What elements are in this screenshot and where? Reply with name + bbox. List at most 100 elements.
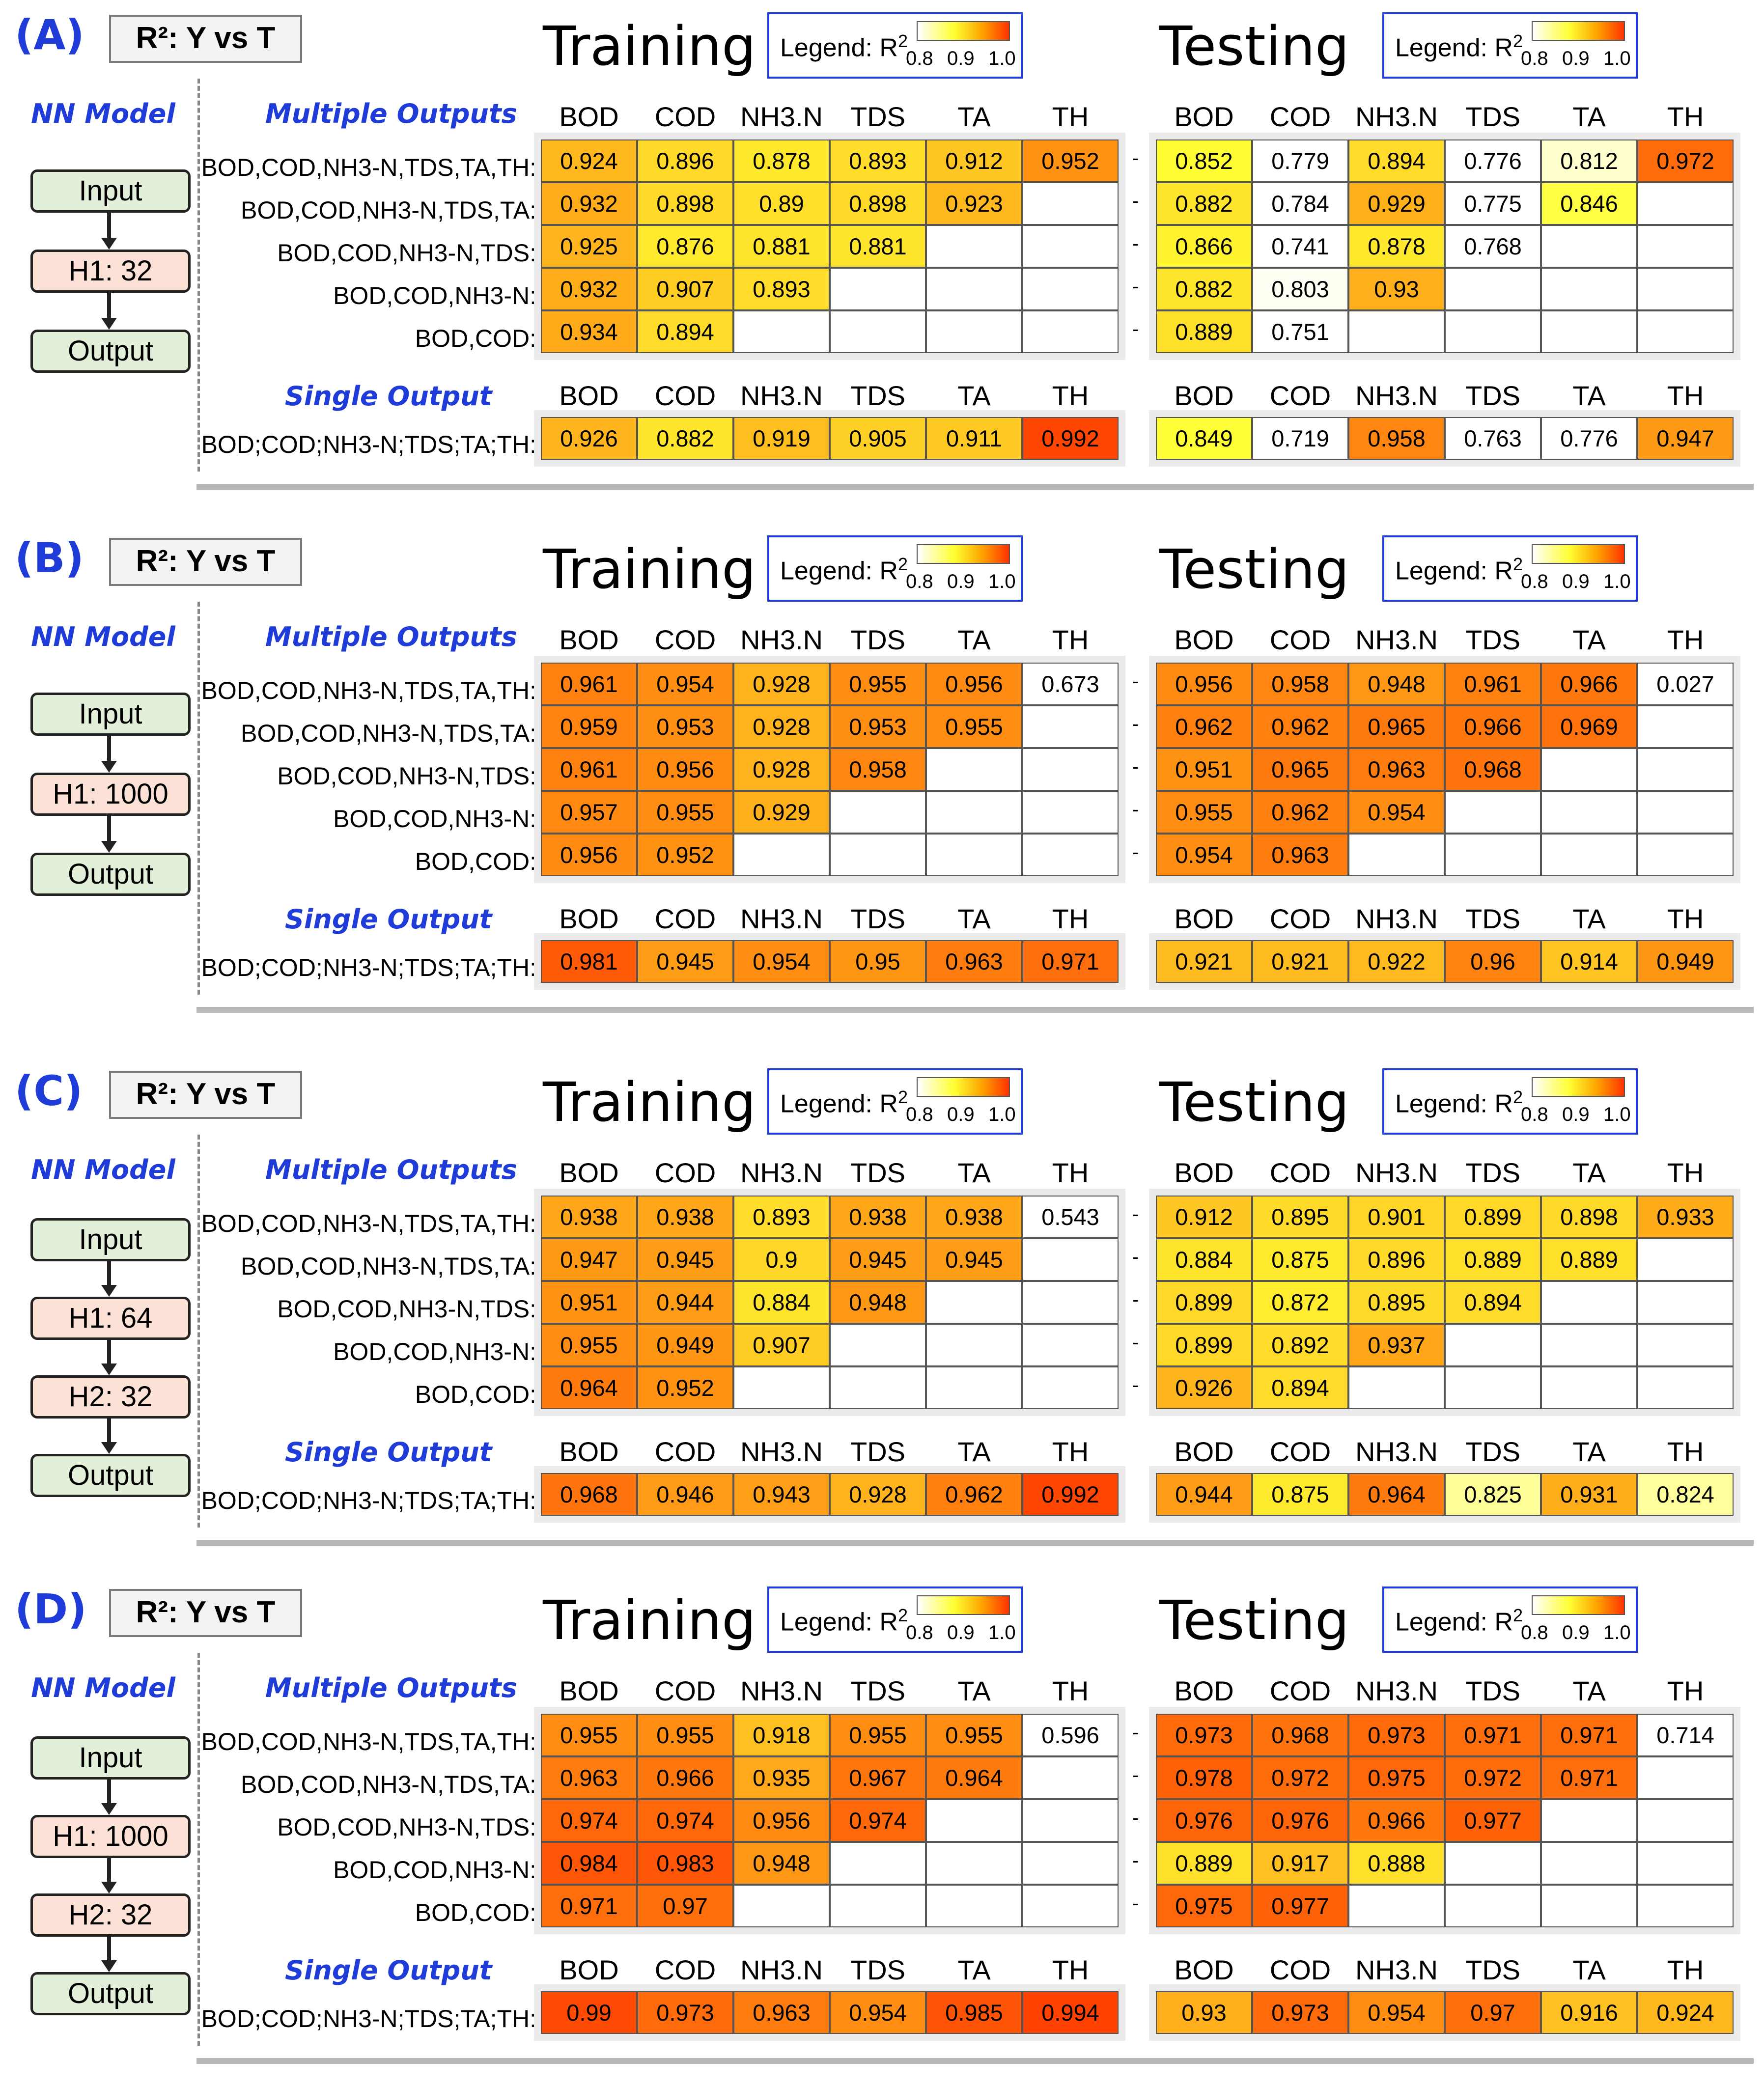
legend-tick: 0.9	[947, 1104, 975, 1125]
heatmap-cell: 0.846	[1541, 182, 1637, 225]
col-header: TA	[1572, 1157, 1606, 1188]
row-tick: -	[1132, 1246, 1139, 1268]
heatmap-cell: 0.963	[1252, 834, 1348, 876]
row-tick: -	[1132, 1374, 1139, 1396]
testing-title: Testing	[1159, 538, 1349, 601]
col-header: COD	[654, 1436, 716, 1467]
heatmap-cell: 0.954	[637, 663, 733, 705]
row-tick: -	[1132, 1850, 1139, 1871]
heatmap-cell	[1022, 1885, 1119, 1927]
nn-layer-box: Output	[30, 1454, 191, 1497]
row-label: BOD,COD,NH3-N,TDS:	[277, 1813, 536, 1841]
heatmap-cell	[1022, 834, 1119, 876]
col-header: TDS	[1465, 903, 1520, 934]
heatmap-cell: 0.929	[733, 791, 830, 834]
heatmap-cell	[1541, 1842, 1637, 1885]
heatmap-cell	[733, 1366, 830, 1409]
heatmap-cell: 0.876	[637, 225, 733, 268]
row-tick: -	[1132, 318, 1139, 340]
col-header: NH3.N	[740, 903, 823, 934]
nn-arrowhead	[101, 1882, 117, 1893]
heatmap-cell: 0.929	[1348, 182, 1445, 225]
col-header: TH	[1052, 1157, 1089, 1188]
heatmap-cell: 0.895	[1252, 1196, 1348, 1238]
heatmap-cell: 0.852	[1156, 139, 1252, 182]
heatmap-cell: 0.956	[1156, 663, 1252, 705]
heatmap-cell: 0.962	[1252, 791, 1348, 834]
nn-arrowhead	[101, 761, 117, 773]
legend-box-A-train: Legend: R2 0.8 0.9 1.0	[767, 12, 1023, 79]
heatmap-cell	[1637, 1238, 1734, 1281]
heatmap-cell: 0.955	[541, 1714, 637, 1756]
nn-arrowhead	[101, 841, 117, 853]
heatmap-cell: 0.938	[926, 1196, 1022, 1238]
legend-tick: 1.0	[1603, 1622, 1631, 1643]
divider-dashed	[197, 602, 200, 995]
heatmap-cell	[733, 310, 830, 353]
heatmap-cell-single: 0.922	[1348, 940, 1445, 983]
heatmap-cell	[1022, 1842, 1119, 1885]
heatmap-cell: 0.881	[733, 225, 830, 268]
col-header: NH3.N	[740, 1436, 823, 1467]
nn-arrow	[107, 736, 111, 767]
panel-label: (A)	[15, 11, 84, 59]
col-header: BOD	[559, 903, 619, 934]
heatmap-cell: 0.952	[637, 834, 733, 876]
r2-label-box: R²: Y vs T	[109, 538, 302, 586]
heatmap-cell: 0.899	[1445, 1196, 1541, 1238]
heatmap-cell: 0.971	[1541, 1714, 1637, 1756]
heatmap-cell: 0.875	[1252, 1238, 1348, 1281]
nn-layer-box: Input	[30, 1736, 191, 1780]
heatmap-cell	[1022, 182, 1119, 225]
row-label: BOD,COD,NH3-N,TDS,TA,TH:	[201, 154, 536, 181]
heatmap-cell	[1348, 834, 1445, 876]
heatmap-cell	[1348, 1366, 1445, 1409]
col-header: TA	[957, 1675, 991, 1706]
training-title: Training	[543, 1589, 756, 1652]
heatmap-cell	[1637, 182, 1734, 225]
heatmap-cell: 0.961	[1445, 663, 1541, 705]
heatmap-cell-single: 0.719	[1252, 417, 1348, 460]
heatmap-cell-single: 0.968	[541, 1473, 637, 1516]
heatmap-cell: 0.882	[1156, 268, 1252, 310]
heatmap-cell: 0.596	[1022, 1714, 1119, 1756]
legend-title: Legend: R2	[780, 554, 908, 585]
heatmap-cell	[1541, 748, 1637, 791]
legend-colorbar	[1532, 1077, 1625, 1097]
heatmap-cell-single: 0.882	[637, 417, 733, 460]
nn-layer-box: Input	[30, 169, 191, 213]
heatmap-cell: 0.948	[1348, 663, 1445, 705]
heatmap-cell: 0.89	[733, 182, 830, 225]
heatmap-cell	[1637, 1324, 1734, 1366]
legend-tick: 0.8	[906, 1622, 933, 1643]
legend-title-text: Legend: R	[1395, 1089, 1513, 1118]
heatmap-cell	[1445, 1885, 1541, 1927]
heatmap-cell: 0.971	[541, 1885, 637, 1927]
heatmap-cell: 0.964	[926, 1756, 1022, 1799]
heatmap-cell: 0.884	[1156, 1238, 1252, 1281]
heatmap-cell: 0.961	[541, 748, 637, 791]
row-tick: -	[1132, 841, 1139, 863]
heatmap-cell: 0.937	[1348, 1324, 1445, 1366]
col-header: TA	[957, 903, 991, 934]
heatmap-cell: 0.9	[733, 1238, 830, 1281]
nn-layer-box: Output	[30, 330, 191, 373]
col-header: TDS	[850, 624, 905, 655]
legend-box-C-test: Legend: R2 0.8 0.9 1.0	[1382, 1068, 1638, 1135]
col-header: TDS	[1465, 1954, 1520, 1985]
heatmap-cell	[1445, 310, 1541, 353]
divider-dashed	[197, 79, 200, 472]
heatmap-cell: 0.899	[1156, 1281, 1252, 1324]
nn-arrow	[107, 1937, 111, 1966]
heatmap-cell: 0.972	[1637, 139, 1734, 182]
heatmap-cell: 0.962	[1252, 705, 1348, 748]
heatmap-cell-single: 0.95	[830, 940, 926, 983]
heatmap-cell: 0.965	[1252, 748, 1348, 791]
heatmap-cell: 0.983	[637, 1842, 733, 1885]
heatmap-cell	[830, 310, 926, 353]
heatmap-cell: 0.974	[637, 1799, 733, 1842]
heatmap-cell: 0.912	[926, 139, 1022, 182]
row-label-single: BOD;COD;NH3-N;TDS;TA;TH:	[201, 1487, 536, 1514]
heatmap-cell	[830, 791, 926, 834]
heatmap-cell	[1348, 1885, 1445, 1927]
